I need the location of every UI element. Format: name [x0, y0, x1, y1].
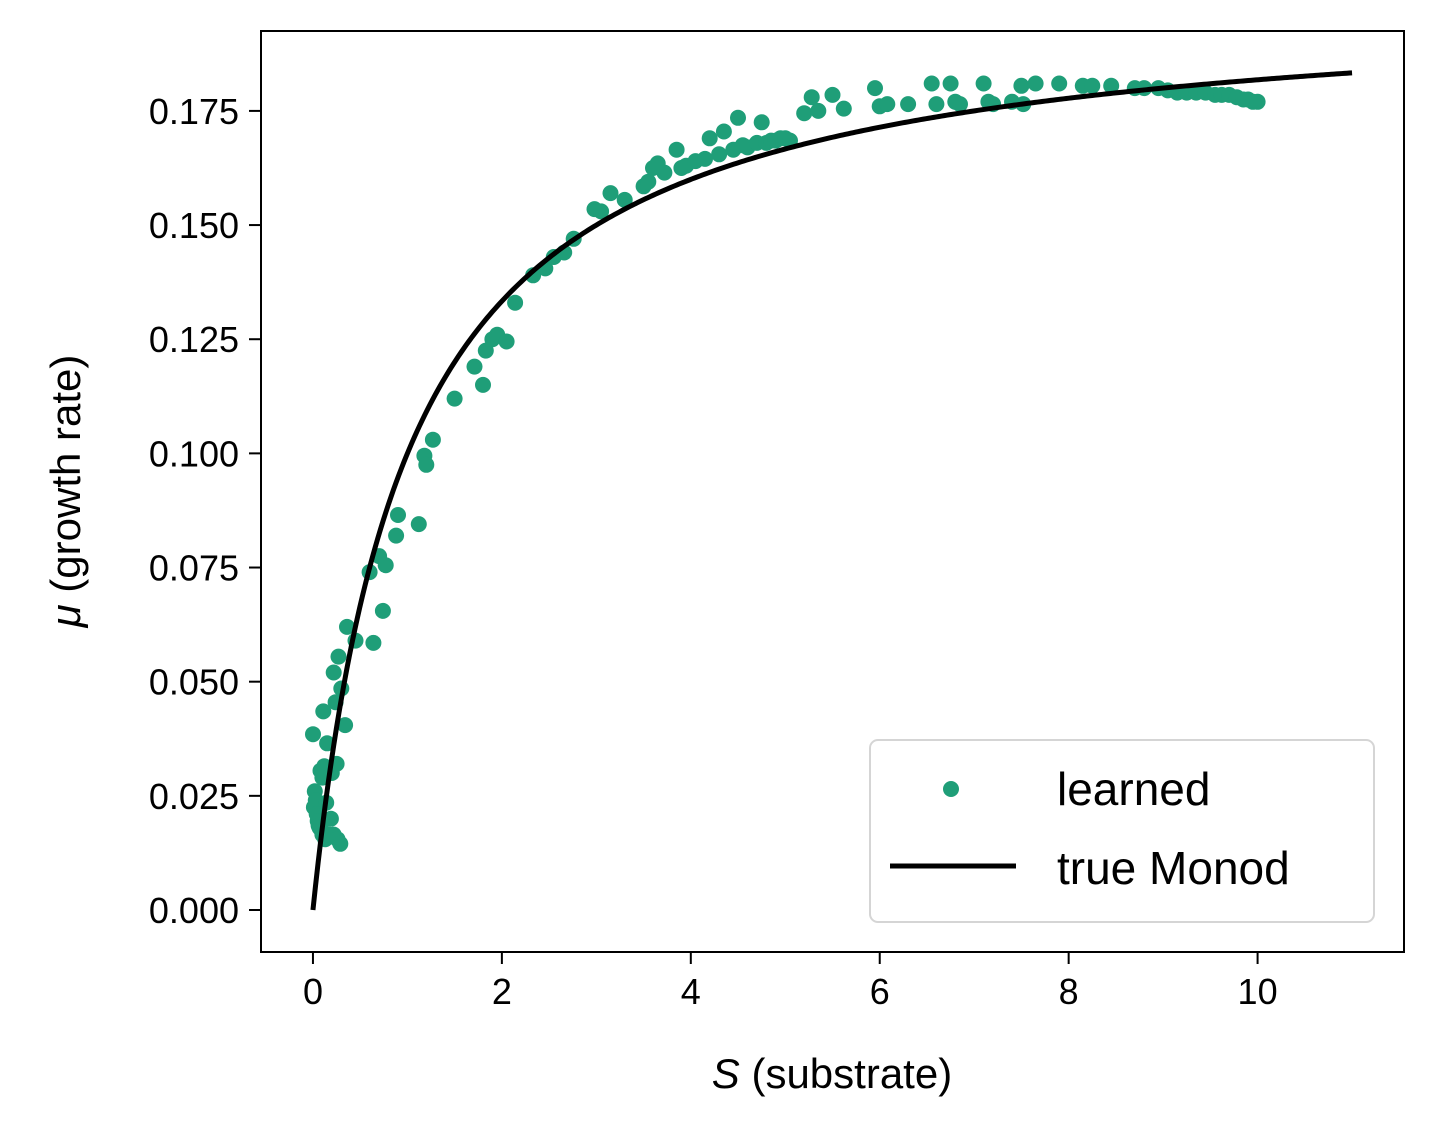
x-axis-label: S (substrate): [712, 1050, 952, 1097]
y-tick-label-3: 0.075: [149, 548, 239, 589]
learned-point-85: [803, 89, 820, 106]
learned-point-86: [810, 102, 827, 119]
learned-point-44: [475, 376, 491, 393]
legend-learned-label: learned: [1057, 763, 1210, 815]
learned-point-58: [616, 191, 633, 208]
learned-point-68: [697, 150, 713, 167]
learned-point-102: [1013, 77, 1030, 94]
learned-point-71: [715, 123, 732, 140]
x-tick-label-2: 4: [681, 971, 701, 1012]
x-axis-text: (substrate): [740, 1050, 952, 1097]
learned-point-40: [418, 456, 435, 473]
y-tick-label-1: 0.025: [149, 776, 239, 817]
legend-monod-label: true Monod: [1057, 842, 1290, 894]
y-axis-label: μ (growth rate): [42, 355, 89, 629]
learned-point-42: [446, 390, 463, 407]
learned-point-92: [900, 96, 917, 113]
learned-point-91: [879, 96, 896, 113]
learned-point-98: [975, 75, 992, 92]
learned-point-107: [1084, 77, 1101, 94]
y-tick-label-4: 0.100: [149, 433, 239, 474]
learned-point-29: [339, 618, 355, 635]
x-axis-ticks: 0 2 4 6 8 10: [303, 952, 1278, 1012]
learned-point-36: [388, 527, 405, 544]
y-axis-text: (growth rate): [42, 355, 89, 605]
learned-point-69: [701, 130, 718, 147]
learned-point-56: [593, 203, 610, 220]
y-axis-ticks: 0.000 0.025 0.050 0.075 0.100 0.125 0.150 0.175: [149, 91, 261, 931]
learned-point-35: [377, 557, 394, 574]
learned-point-49: [507, 294, 524, 311]
learned-point-88: [835, 100, 852, 117]
learned-point-70: [711, 146, 728, 163]
monod-line: [310, 70, 1353, 911]
learned-series: [305, 75, 1266, 852]
y-tick-label-0: 0.000: [149, 890, 239, 931]
x-axis-symbol: S: [712, 1050, 740, 1097]
monod-series: [310, 70, 1353, 911]
y-tick-label-2: 0.050: [149, 662, 239, 703]
learned-point-41: [424, 431, 441, 448]
learned-point-97: [952, 96, 968, 113]
learned-point-43: [466, 358, 483, 375]
x-tick-label-1: 2: [492, 971, 512, 1012]
learned-point-28: [337, 717, 354, 734]
learned-point-34: [374, 602, 391, 619]
learned-point-37: [390, 507, 406, 523]
learned-point-57: [602, 185, 619, 202]
learned-point-95: [942, 75, 959, 92]
learned-point-21: [325, 664, 342, 681]
x-tick-label-5: 10: [1238, 971, 1278, 1012]
learned-point-12: [315, 703, 332, 720]
learned-point-60: [640, 173, 657, 190]
learned-point-87: [824, 86, 841, 103]
x-tick-label-0: 0: [303, 971, 323, 1012]
legend-box: [869, 739, 1375, 923]
learned-point-108: [1103, 77, 1120, 94]
legend: learned true Monod: [869, 739, 1375, 923]
learned-point-93: [923, 75, 940, 92]
legend-learned-marker: [943, 781, 959, 797]
learned-point-124: [1249, 93, 1266, 110]
learned-point-104: [1027, 75, 1044, 92]
y-axis-symbol: μ: [42, 604, 89, 628]
learned-point-63: [656, 164, 673, 181]
plot-frame: [260, 30, 1405, 953]
y-tick-label-5: 0.125: [149, 319, 239, 360]
learned-point-32: [365, 634, 382, 651]
x-tick-label-3: 6: [870, 971, 890, 1012]
y-tick-label-6: 0.150: [149, 205, 239, 246]
learned-point-0: [305, 726, 321, 743]
learned-point-26: [332, 835, 349, 852]
learned-point-84: [796, 105, 813, 122]
learned-point-94: [928, 96, 945, 113]
x-tick-label-4: 8: [1059, 971, 1079, 1012]
learned-point-73: [730, 109, 746, 126]
learned-point-25: [330, 648, 347, 665]
y-tick-label-7: 0.175: [149, 91, 239, 132]
learned-point-38: [410, 516, 427, 533]
learned-point-105: [1051, 75, 1068, 92]
learned-point-77: [753, 114, 770, 131]
learned-point-89: [867, 80, 883, 97]
learned-point-64: [668, 141, 685, 158]
learned-point-48: [498, 333, 515, 350]
learned-point-18: [322, 810, 339, 827]
